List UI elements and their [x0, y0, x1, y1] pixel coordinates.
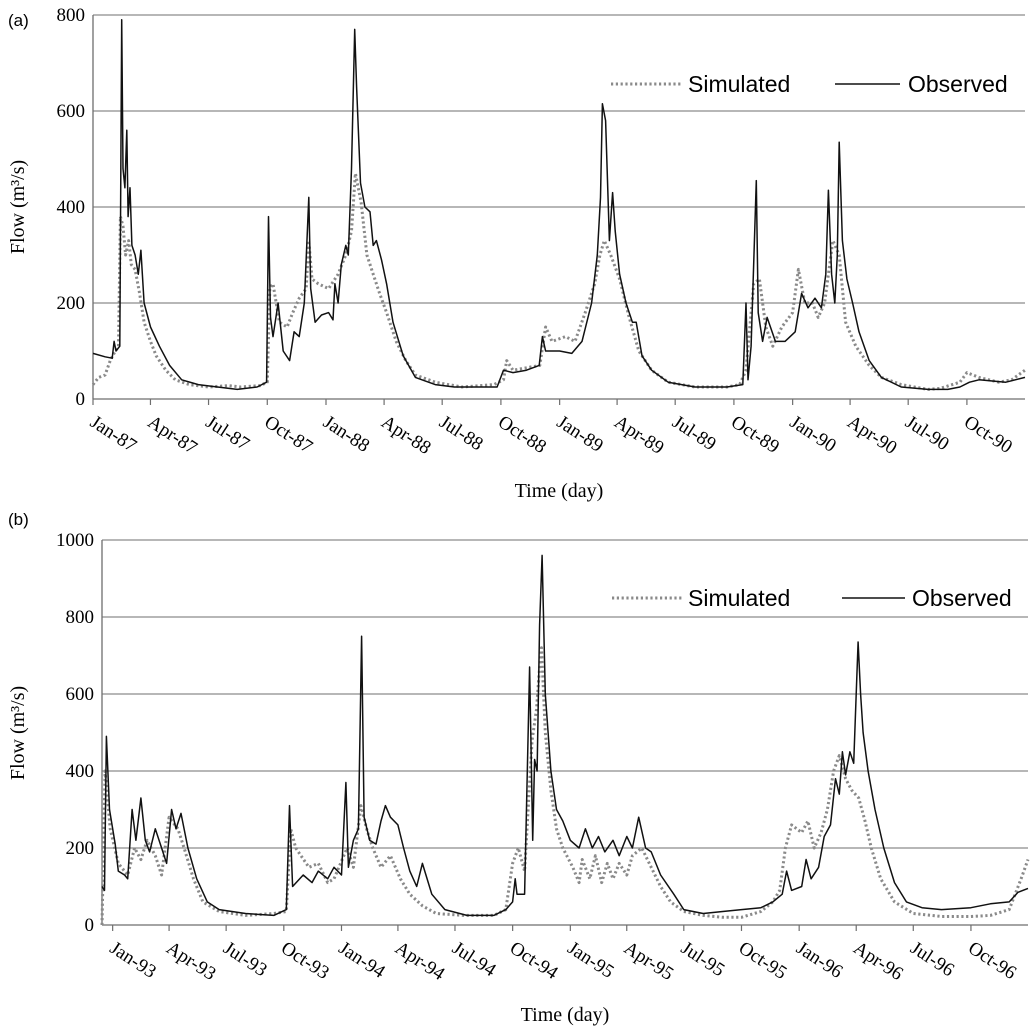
y-tick-label: 1000 [56, 530, 94, 551]
y-tick-label: 800 [57, 5, 86, 26]
panel-label: (a) [8, 11, 29, 30]
x-tick-label: Jan-96 [792, 938, 846, 983]
y-tick-label: 400 [66, 761, 95, 782]
x-tick-label: Jul-95 [677, 938, 728, 981]
x-tick-label: Apr-87 [144, 412, 201, 459]
legend-label-simulated: Simulated [688, 585, 790, 611]
x-tick-label: Apr-89 [610, 412, 667, 459]
x-tick-label: Jan-93 [106, 938, 160, 983]
x-tick-label: Jan-87 [86, 412, 140, 457]
x-tick-label: Apr-96 [849, 938, 906, 985]
y-axis-label: Flow (m³/s) [7, 686, 29, 780]
x-tick-label: Oct-94 [506, 938, 562, 985]
y-tick-label: 200 [57, 293, 86, 314]
y-tick-label: 600 [66, 684, 95, 705]
x-tick-label: Oct-93 [277, 938, 333, 984]
x-tick-label: Jul-89 [668, 412, 719, 455]
x-tick-label: Jul-94 [448, 938, 500, 982]
x-tick-label: Jan-89 [553, 412, 607, 457]
x-tick-label: Oct-88 [494, 412, 550, 458]
x-tick-label: Oct-95 [735, 938, 791, 984]
panel-label: (b) [8, 510, 29, 529]
y-tick-label: 800 [66, 607, 95, 628]
x-tick-label: Jul-96 [907, 938, 958, 981]
y-tick-label: 400 [57, 197, 86, 218]
series-line-observed [92, 19, 1026, 391]
x-tick-label: Jan-90 [786, 412, 840, 457]
x-tick-label: Jan-95 [564, 938, 618, 983]
series-line-observed [101, 554, 1029, 917]
x-tick-label: Jul-90 [901, 412, 952, 455]
x-tick-label: Apr-95 [620, 938, 677, 985]
x-tick-label: Apr-90 [843, 412, 900, 459]
x-tick-label: Jul-88 [435, 412, 486, 455]
legend-label-observed: Observed [908, 71, 1008, 97]
legend-label-observed: Observed [912, 585, 1012, 611]
y-tick-label: 200 [66, 838, 95, 859]
x-axis-label: Time (day) [521, 1004, 610, 1026]
x-tick-label: Apr-94 [391, 938, 449, 986]
x-tick-label: Apr-93 [162, 938, 219, 985]
legend-label-simulated: Simulated [688, 71, 790, 97]
y-tick-label: 0 [76, 389, 86, 410]
series-line-simulated [91, 171, 1026, 391]
x-tick-label: Jan-88 [319, 412, 373, 457]
x-tick-label: Oct-96 [964, 938, 1020, 984]
x-tick-label: Jul-87 [202, 412, 253, 455]
y-tick-label: 600 [57, 101, 86, 122]
series-line-simulated [100, 646, 1030, 926]
x-tick-label: Jan-94 [335, 938, 389, 983]
x-tick-label: Apr-88 [377, 412, 434, 459]
x-tick-label: Jul-93 [219, 938, 270, 981]
y-tick-label: 0 [85, 915, 95, 936]
x-axis-label: Time (day) [515, 480, 604, 502]
x-tick-label: Oct-90 [960, 412, 1016, 458]
x-tick-label: Oct-89 [727, 412, 783, 458]
y-axis-label: Flow (m³/s) [7, 160, 29, 254]
x-tick-label: Oct-87 [261, 412, 317, 458]
